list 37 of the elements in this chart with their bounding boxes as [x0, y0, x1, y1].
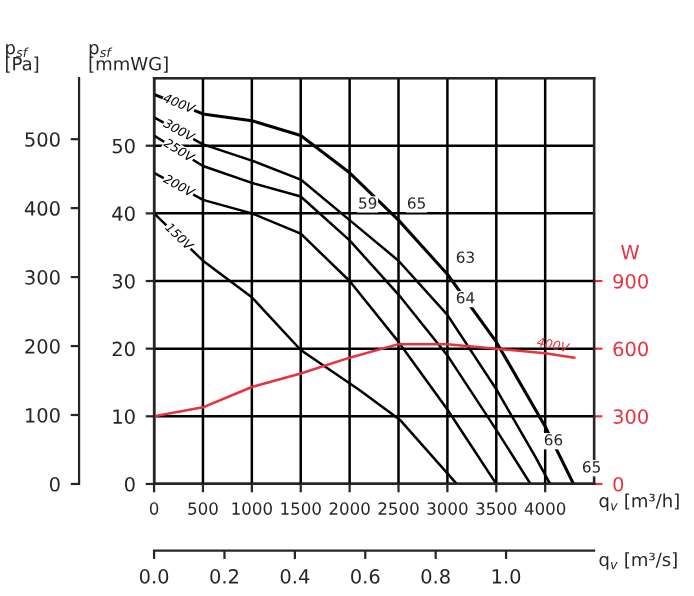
y-axis-title: p$_{sf}$ [mmWG]: [89, 44, 168, 73]
x-axis-title: q$_{v}$ [m³/h]: [599, 493, 679, 511]
y-tick-label: 30: [112, 273, 135, 289]
y2-tick-label: 400: [24, 201, 60, 216]
x-tick-label: 500: [188, 502, 218, 515]
y2-tick-label: 0: [49, 476, 60, 492]
x2-tick-label: 0.0: [139, 569, 169, 584]
x2-tick-label: 0.8: [421, 569, 450, 584]
y3-tick-label: 0: [613, 476, 624, 492]
y3-tick-label: 300: [613, 409, 648, 424]
x2-tick-label: 1.0: [492, 569, 521, 584]
x2-tick-label: 0.4: [280, 569, 310, 584]
x-tick-label: 3000: [427, 502, 468, 515]
line-series: [154, 342, 576, 418]
y2-axis-title: p$_{sf}$ [Pa]: [6, 44, 39, 73]
x-tick-label: 2000: [329, 502, 370, 515]
x-tick-label: 3500: [476, 502, 517, 515]
x2-tick-label: 0.2: [210, 569, 238, 584]
y2-tick-label: 100: [26, 407, 60, 423]
y-tick-label: 10: [113, 409, 135, 424]
y3-axis-title: W: [621, 245, 640, 260]
x-tick-label: 0: [149, 502, 159, 515]
y-tick-label: 50: [112, 138, 135, 154]
x-tick-label: 1000: [232, 502, 272, 515]
x2-tick-label: 0.6: [351, 569, 380, 584]
y3-tick-label: 900: [613, 273, 648, 289]
x2-axis-title: q$_{v}$ [m³/s]: [599, 552, 677, 570]
x-tick-label: 4000: [524, 502, 566, 515]
y2-tick-label: 300: [25, 270, 60, 285]
x-tick-label: 1500: [281, 502, 321, 515]
y-tick-label: 0: [124, 476, 135, 492]
y2-tick-label: 500: [25, 132, 60, 147]
y-tick-label: 40: [112, 206, 135, 222]
x-tick-label: 2500: [378, 502, 419, 515]
y-tick-label: 20: [112, 341, 135, 357]
y2-tick-label: 200: [25, 339, 60, 354]
y3-tick-label: 600: [613, 341, 648, 357]
